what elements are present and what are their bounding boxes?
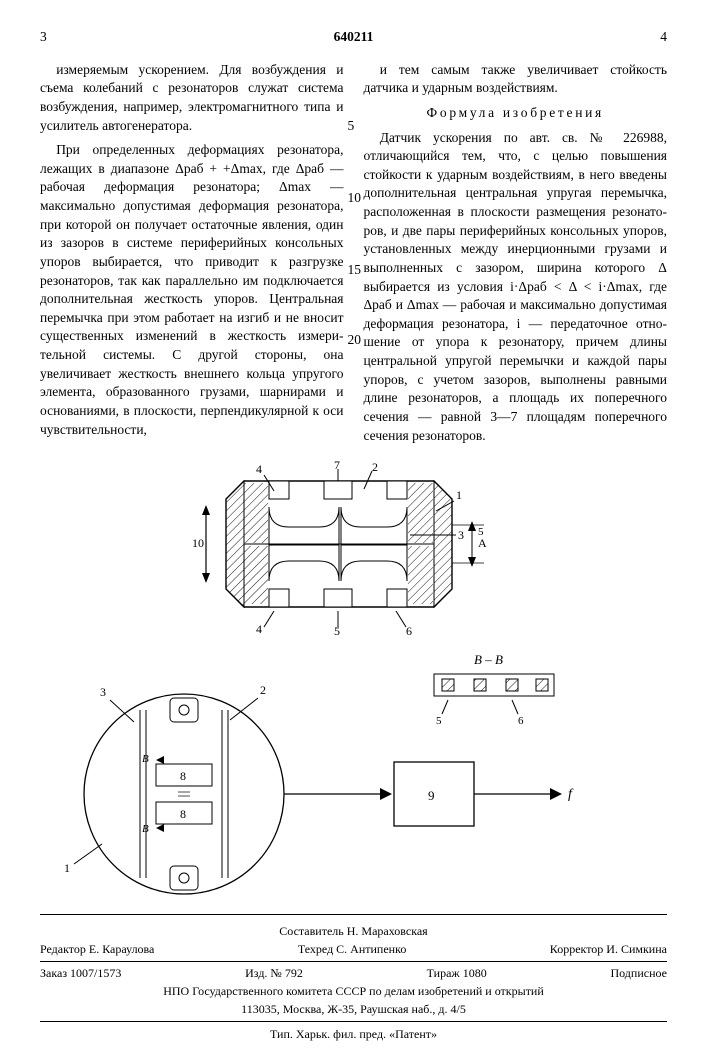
left-para-2: При определенных деформациях резо­натора…	[40, 141, 344, 439]
output-f: f	[568, 787, 574, 802]
zakaz: Заказ 1007/1573	[40, 965, 121, 981]
org2: 113035, Москва, Ж-35, Раушская наб., д. …	[40, 1001, 667, 1017]
left-column: измеряемым ускорением. Для возбуждения и…	[40, 61, 344, 452]
callout-1: 1	[456, 488, 462, 502]
page-num-right: 4	[660, 28, 667, 47]
line-num: 10	[348, 189, 362, 208]
figure-1-svg: 10 A 5 4 7 2 1 3 4 5 6	[174, 461, 534, 636]
svg-text:B: B	[142, 823, 149, 835]
callout-5: 5	[334, 624, 340, 636]
figures-block: 10 A 5 4 7 2 1 3 4 5 6	[40, 461, 667, 904]
callout-3: 3	[458, 528, 464, 542]
callout-2: 2	[372, 461, 378, 474]
callout-8b: 8	[180, 807, 186, 821]
doc-number: 640211	[334, 29, 374, 44]
tirazh: Тираж 1080	[427, 965, 487, 981]
right-para-1: и тем самым также увеличивает стойкость …	[364, 61, 668, 98]
org1: НПО Государственного комитета СССР по де…	[40, 983, 667, 999]
korrektor: Корректор И. Симкина	[550, 941, 667, 957]
callout-1b: 1	[64, 861, 70, 875]
page-num-left: 3	[40, 28, 47, 47]
footer: Составитель Н. Мараховская Редактор Е. К…	[40, 914, 667, 1042]
callout-4: 4	[256, 462, 262, 476]
callout-8a: 8	[180, 769, 186, 783]
line-num: 20	[348, 331, 362, 350]
tehred: Техред С. Антипенко	[298, 941, 406, 957]
page-header: 3 640211 4	[40, 28, 667, 47]
text-columns: измеряемым ускорением. Для возбуждения и…	[40, 61, 667, 452]
dim-A: A	[478, 536, 487, 550]
podpisnoe: Подписное	[610, 965, 667, 981]
left-para-1: измеряемым ускорением. Для возбуждения и…	[40, 61, 344, 136]
section-label: B – B	[474, 652, 503, 667]
right-para-2: Датчик ускорения по авт. св. № 226988, о…	[364, 129, 668, 446]
org3: Тип. Харьк. фил. пред. «Патент»	[40, 1021, 667, 1042]
dim-5: 5	[478, 526, 484, 538]
sostavitel: Составитель Н. Мараховская	[40, 923, 667, 939]
line-num: 5	[348, 117, 355, 136]
formula-heading: Формула изобретения	[364, 104, 668, 123]
svg-text:B: B	[142, 753, 149, 765]
line-num: 15	[348, 261, 362, 280]
callout-7: 7	[334, 461, 340, 472]
callout-10: 10	[192, 536, 204, 550]
izd: Изд. № 792	[245, 965, 303, 981]
callout-2b: 2	[260, 683, 266, 697]
callout-3b: 3	[100, 685, 106, 699]
bb-6: 6	[518, 715, 524, 727]
callout-6: 6	[406, 624, 412, 636]
callout-9: 9	[428, 788, 435, 803]
bb-5: 5	[436, 715, 442, 727]
figure-1: 10 A 5 4 7 2 1 3 4 5 6	[40, 461, 667, 636]
figure-2: B – B 5 6 8 8 B	[40, 644, 667, 904]
redaktor: Редактор Е. Караулова	[40, 941, 154, 957]
callout-4b: 4	[256, 622, 262, 636]
right-column: 5 10 15 20 и тем самым также увеличивает…	[364, 61, 668, 452]
figure-2-svg: B – B 5 6 8 8 B	[44, 644, 664, 904]
